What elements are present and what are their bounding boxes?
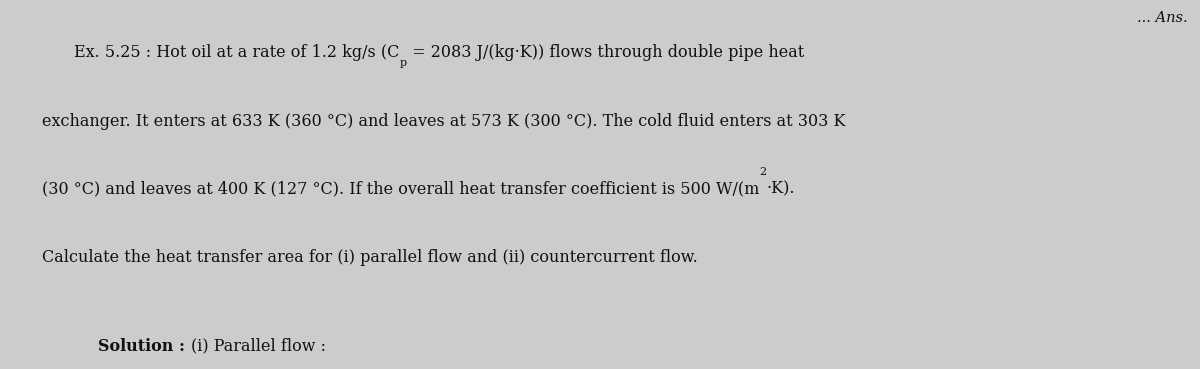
Text: Solution :: Solution : [98,338,191,355]
Text: exchanger. It enters at 633 K (360 °C) and leaves at 573 K (300 °C). The cold fl: exchanger. It enters at 633 K (360 °C) a… [42,113,846,130]
Text: Ex. 5.25 : Hot oil at a rate of 1.2 kg/s (C: Ex. 5.25 : Hot oil at a rate of 1.2 kg/s… [74,44,400,61]
Text: p: p [400,58,407,68]
Text: (30 °C) and leaves at 400 K (127 °C). If the overall heat transfer coefficient i: (30 °C) and leaves at 400 K (127 °C). If… [42,181,760,198]
Text: ·K).: ·K). [767,181,796,198]
Text: 2: 2 [760,167,767,177]
Text: (i) Parallel flow :: (i) Parallel flow : [191,338,326,355]
Text: Calculate the heat transfer area for (i) parallel flow and (ii) countercurrent f: Calculate the heat transfer area for (i)… [42,249,697,266]
Text: = 2083 J/(kg·K)) flows through double pipe heat: = 2083 J/(kg·K)) flows through double pi… [407,44,804,61]
Text: ... Ans.: ... Ans. [1138,11,1188,25]
